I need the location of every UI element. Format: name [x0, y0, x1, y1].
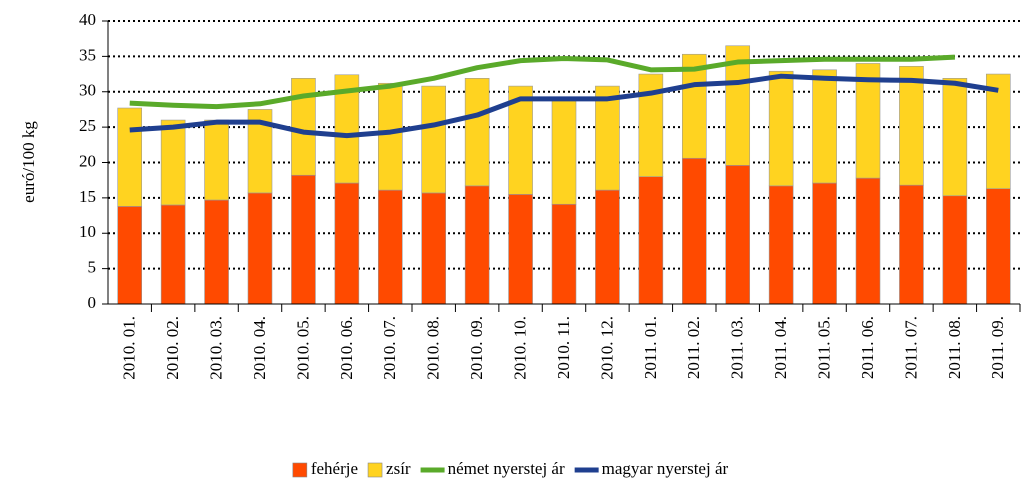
x-tick-label: 2010. 03. — [206, 316, 225, 380]
bar — [551, 97, 577, 205]
legend-label: fehérje — [311, 459, 358, 478]
x-tick-label: 2011. 08. — [945, 316, 964, 379]
legend: fehérje zsír német nyerstej ár magyar nyers… — [292, 459, 729, 478]
bar — [377, 189, 403, 305]
bar — [899, 65, 924, 186]
y-tick-label: 0 — [88, 293, 97, 312]
x-tick-label: 2011. 04. — [771, 316, 790, 379]
x-tick-label: 2010. 12. — [597, 316, 616, 380]
legend-label: német nyerstej ár — [448, 459, 565, 478]
bar — [855, 63, 881, 179]
bar — [464, 185, 490, 305]
x-tick-label: 2011. 09. — [988, 316, 1007, 379]
bar — [204, 119, 229, 201]
bar — [334, 182, 360, 305]
y-axis-label: euró/100 kg — [19, 121, 38, 203]
y-tick-label: 30 — [79, 81, 96, 100]
x-tick-label: 2011. 05. — [814, 316, 833, 379]
x-tick-label: 2010. 11. — [554, 316, 573, 379]
bar — [508, 194, 533, 305]
bar — [551, 203, 577, 305]
line — [129, 73, 999, 139]
x-tick-label: 2010. 09. — [467, 316, 486, 380]
bar — [985, 188, 1011, 305]
bar — [595, 189, 620, 305]
bar — [117, 107, 143, 207]
legend-label: magyar nyerstej ár — [602, 459, 729, 478]
bar — [942, 78, 968, 197]
bar — [377, 82, 403, 191]
bar — [638, 176, 664, 305]
y-tick-label: 25 — [79, 116, 96, 135]
y-tick-label: 20 — [79, 151, 96, 170]
y-tick-label: 35 — [79, 45, 96, 64]
bar — [421, 85, 447, 194]
bar — [899, 184, 924, 305]
bar — [768, 70, 794, 187]
y-tick-label: 5 — [88, 258, 97, 277]
bar — [812, 182, 837, 305]
x-tick-label: 2010. 07. — [380, 316, 399, 380]
x-tick-label: 2011. 03. — [728, 316, 747, 379]
x-tick-label: 2011. 01. — [641, 316, 660, 379]
x-tick-label: 2011. 02. — [684, 316, 703, 379]
bar — [985, 73, 1011, 189]
legend-swatch — [292, 462, 308, 478]
bar — [942, 195, 968, 305]
bar — [812, 69, 837, 184]
x-tick-label: 2011. 06. — [858, 316, 877, 379]
x-tick-label: 2010. 04. — [250, 316, 269, 380]
bar — [291, 174, 316, 305]
bar — [595, 85, 620, 191]
x-tick-label: 2010. 02. — [163, 316, 182, 380]
bar — [247, 192, 273, 305]
y-tick-label: 10 — [79, 222, 96, 241]
y-tick-label: 15 — [79, 187, 96, 206]
x-tick-label: 2010. 01. — [120, 316, 139, 380]
x-tick-label: 2010. 08. — [424, 316, 443, 380]
bar — [204, 199, 229, 305]
bar — [768, 185, 794, 305]
line — [129, 54, 955, 110]
x-tick-label: 2011. 07. — [901, 316, 920, 379]
bar — [421, 192, 447, 305]
bar — [725, 165, 751, 305]
legend-label: zsír — [386, 459, 411, 478]
x-tick-label: 2010. 06. — [337, 316, 356, 380]
legend-swatch — [367, 462, 383, 478]
bar — [117, 206, 143, 305]
x-tick-label: 2010. 10. — [510, 316, 529, 380]
x-tick-label: 2010. 05. — [293, 316, 312, 380]
bar — [160, 119, 186, 206]
bar — [160, 204, 186, 305]
y-tick-label: 40 — [79, 10, 96, 29]
bar — [464, 78, 490, 187]
bar — [681, 157, 707, 305]
bar — [855, 177, 881, 305]
